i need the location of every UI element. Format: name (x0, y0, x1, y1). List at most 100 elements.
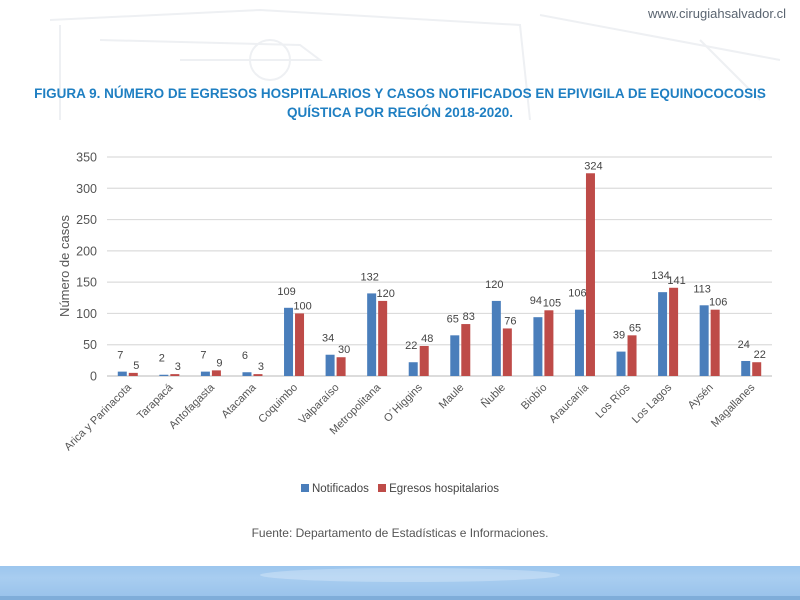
x-tick-label: Aysén (686, 382, 716, 412)
legend-item-egresos: Egresos hospitalarios (378, 483, 499, 495)
figure-title: FIGURA 9. NÚMERO DE EGRESOS HOSPITALARIO… (0, 84, 800, 122)
bar-notificados (491, 300, 501, 376)
data-label-notificados: 6 (242, 350, 248, 362)
bar-egresos (669, 287, 679, 376)
bar-egresos (128, 372, 138, 376)
x-tick-label: Atacama (219, 381, 259, 421)
bar-egresos (461, 324, 471, 376)
x-tick-label: Arica y Parinacota (62, 381, 134, 453)
data-label-notificados: 132 (360, 271, 378, 283)
bar-notificados (658, 292, 668, 376)
data-label-notificados: 134 (651, 270, 669, 282)
site-url: www.cirugiahsalvador.cl (647, 6, 786, 21)
bar-egresos (211, 370, 221, 376)
y-tick-label: 350 (76, 151, 97, 165)
bar-egresos (752, 362, 762, 376)
bar-egresos (710, 309, 720, 376)
y-tick-label: 300 (76, 182, 97, 196)
bar-egresos (419, 345, 429, 376)
y-tick-label: 50 (83, 338, 97, 352)
x-tick-label: Magallanes (709, 381, 758, 430)
legend-label-egresos: Egresos hospitalarios (389, 483, 500, 495)
legend-swatch-notificados (300, 484, 309, 492)
x-tick-label: Tarapacá (135, 381, 176, 422)
data-label-egresos: 100 (293, 300, 311, 312)
data-label-notificados: 106 (568, 288, 586, 300)
data-label-notificados: 109 (277, 286, 295, 298)
data-label-notificados: 120 (485, 279, 503, 291)
bar-notificados (367, 293, 377, 376)
data-label-notificados: 113 (693, 283, 711, 295)
background-watermark (49, 8, 781, 120)
data-label-egresos: 30 (338, 344, 350, 356)
figure-title-line1: FIGURA 9. NÚMERO DE EGRESOS HOSPITALARIO… (34, 86, 766, 101)
x-tick-label: Los Lagos (630, 381, 675, 426)
data-label-egresos: 5 (133, 360, 139, 372)
x-tick-label: Araucanía (547, 381, 592, 426)
data-label-egresos: 3 (258, 361, 264, 373)
data-label-egresos: 22 (754, 349, 766, 361)
bar-egresos (502, 328, 512, 376)
bar-egresos (170, 374, 180, 376)
y-axis-label: Número de casos (57, 215, 72, 317)
figure-title-line2: QUÍSTICA POR REGIÓN 2018-2020. (286, 105, 514, 120)
bar-egresos (253, 374, 263, 376)
data-label-notificados: 7 (117, 350, 123, 362)
bar-notificados (159, 374, 169, 376)
bar-notificados (616, 351, 626, 376)
bar-egresos (585, 173, 595, 376)
legend-label-notificados: Notificados (311, 483, 369, 495)
data-label-notificados: 22 (405, 340, 417, 352)
data-label-egresos: 3 (175, 361, 181, 373)
data-label-egresos: 83 (463, 311, 475, 323)
data-label-egresos: 324 (584, 160, 602, 172)
data-label-notificados: 65 (447, 313, 459, 325)
x-tick-label: Valparaíso (297, 382, 342, 427)
legend: Notificados Egresos hospitalarios (0, 483, 800, 495)
bar-notificados (284, 307, 294, 376)
bars (117, 173, 762, 376)
y-tick-label: 250 (76, 213, 97, 227)
y-tick-label: 0 (90, 370, 97, 384)
y-tick-labels: 0 50 100 150 200 250 300 350 (76, 151, 97, 384)
data-label-notificados: 24 (738, 339, 750, 351)
x-tick-label: O´Higgins (382, 381, 425, 424)
footer-line (0, 596, 800, 600)
bar-notificados (699, 305, 709, 376)
source-note: Fuente: Departamento de Estadísticas e I… (251, 526, 549, 540)
x-tick-label: Biobío (519, 382, 550, 413)
data-label-notificados: 2 (159, 353, 165, 365)
legend-swatch-egresos (378, 484, 387, 492)
bar-egresos (544, 310, 554, 376)
y-tick-label: 100 (76, 307, 97, 321)
bar-egresos (627, 335, 637, 376)
data-label-egresos: 105 (543, 297, 561, 309)
data-label-egresos: 65 (629, 322, 641, 334)
bar-chart: 0 50 100 150 200 250 300 350 Número de casos 75… (57, 151, 772, 453)
data-label-notificados: 94 (530, 295, 542, 307)
legend-item-notificados: Notificados (300, 483, 369, 495)
data-label-notificados: 39 (613, 330, 625, 342)
bar-egresos (336, 357, 346, 376)
bar-notificados (408, 362, 418, 376)
x-tick-label: Los Ríos (593, 381, 633, 421)
data-label-egresos: 120 (376, 288, 394, 300)
y-tick-label: 200 (76, 244, 97, 258)
bar-notificados (117, 371, 127, 376)
bar-notificados (200, 371, 210, 376)
data-label-egresos: 106 (709, 297, 727, 309)
bar-notificados (574, 309, 584, 376)
data-label-egresos: 9 (216, 357, 222, 369)
x-tick-label: Coquimbo (256, 382, 300, 426)
data-label-egresos: 76 (504, 315, 516, 327)
bar-notificados (533, 317, 543, 376)
x-tick-label: Antofagasta (167, 381, 218, 432)
y-tick-label: 150 (76, 276, 97, 290)
footer-band (0, 566, 800, 596)
x-tick-label: Ñuble (478, 381, 508, 411)
bar-egresos (295, 313, 305, 376)
bar-egresos (378, 300, 388, 376)
x-tick-label: Maule (437, 382, 467, 412)
